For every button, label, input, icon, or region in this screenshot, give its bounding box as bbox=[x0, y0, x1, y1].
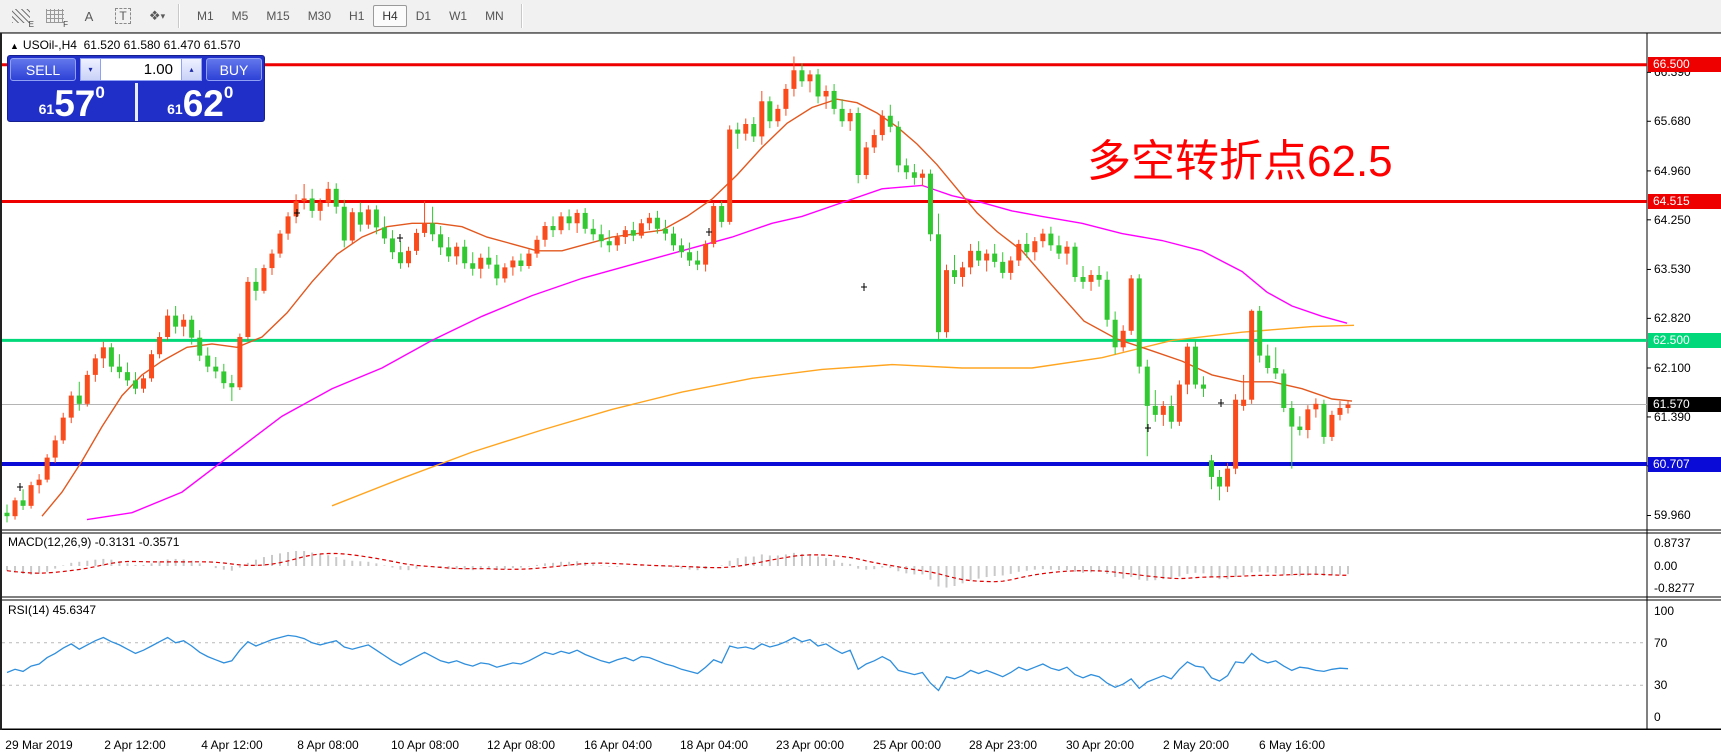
time-axis-label: 28 Apr 23:00 bbox=[968, 738, 1038, 752]
toolbar-separator bbox=[178, 4, 180, 28]
time-axis-label: 12 Apr 08:00 bbox=[486, 738, 556, 752]
price-tick-label: 62.100 bbox=[1654, 361, 1691, 375]
volume-decrease-button[interactable]: ▾ bbox=[80, 58, 101, 81]
current-price-badge: 61.570 bbox=[1648, 397, 1721, 413]
buy-button[interactable]: BUY bbox=[206, 58, 262, 81]
chart-canvas[interactable] bbox=[2, 33, 1721, 730]
grid-pattern-icon[interactable]: F bbox=[42, 5, 68, 29]
time-axis-label: 16 Apr 04:00 bbox=[583, 738, 653, 752]
time-axis-label: 6 May 16:00 bbox=[1258, 738, 1326, 752]
volume-input[interactable] bbox=[101, 58, 181, 81]
expert-hatch-icon[interactable]: E bbox=[8, 5, 34, 29]
price-tick-label: 64.960 bbox=[1654, 163, 1691, 178]
pattern-dropdown-icon[interactable]: ❖ ▾ bbox=[148, 8, 166, 23]
toolbar-separator bbox=[520, 4, 523, 28]
rsi-scale-label: 100 bbox=[1654, 604, 1675, 618]
price-tick-label: 62.820 bbox=[1654, 311, 1691, 326]
rsi-scale-label: 70 bbox=[1654, 635, 1668, 650]
rsi-line bbox=[6, 634, 1349, 692]
time-axis-label: 29 Mar 2019 bbox=[5, 738, 73, 752]
text-box-icon[interactable]: T bbox=[110, 5, 136, 27]
time-axis-label: 18 Apr 04:00 bbox=[679, 738, 749, 752]
macd-scale-label: 0.00 bbox=[1654, 559, 1678, 573]
price-tick-label: 65.680 bbox=[1654, 114, 1691, 129]
collapse-triangle-icon[interactable]: ▲ bbox=[10, 41, 19, 51]
timeframe-d1-button[interactable]: D1 bbox=[415, 9, 432, 23]
buy-price[interactable]: 61 62 0 bbox=[167, 83, 234, 124]
price-divider bbox=[134, 83, 138, 121]
macd-signal-line bbox=[6, 552, 1349, 583]
text-label-icon[interactable]: A bbox=[84, 8, 94, 24]
timeframe-h4-button[interactable]: H4 bbox=[373, 5, 407, 27]
timeframe-buttons: M1 M5 M15 M30 H1 H4 D1 W1 MN bbox=[188, 5, 513, 27]
price-tick-label: 59.960 bbox=[1654, 508, 1691, 523]
symbol-title: ▲ USOil-,H4 61.520 61.580 61.470 61.570 bbox=[10, 38, 241, 52]
time-axis-label: 2 Apr 12:00 bbox=[104, 738, 166, 752]
timeframe-h1-button[interactable]: H1 bbox=[349, 9, 365, 23]
time-axis-label: 30 Apr 20:00 bbox=[1065, 738, 1135, 752]
timeframe-mn-button[interactable]: MN bbox=[485, 9, 504, 23]
price-level-badge: 66.500 bbox=[1648, 57, 1721, 73]
timeframe-m5-button[interactable]: M5 bbox=[231, 9, 249, 23]
rsi-scale-label: 30 bbox=[1654, 678, 1668, 693]
candlesticks bbox=[4, 56, 1351, 523]
fast-ma-line bbox=[41, 98, 1353, 517]
chart-annotation: 多空转折点62.5 bbox=[1087, 137, 1393, 186]
time-axis-label: 8 Apr 08:00 bbox=[297, 738, 359, 752]
mid-ma-line bbox=[86, 184, 1348, 521]
macd-scale-label: -0.8277 bbox=[1654, 580, 1695, 595]
rsi-label: RSI(14) 45.6347 bbox=[8, 603, 97, 617]
rsi-scale-label: 0 bbox=[1654, 710, 1661, 724]
toolbar: E F A T ❖ ▾ M1 M5 M15 M30 H1 H4 D1 W1 MN bbox=[0, 0, 1721, 33]
price-tick-label: 61.390 bbox=[1654, 409, 1691, 424]
slow-ma-line bbox=[331, 324, 1355, 507]
volume-increase-button[interactable]: ▴ bbox=[181, 58, 202, 81]
time-axis-label: 4 Apr 12:00 bbox=[201, 738, 263, 752]
time-axis-label: 2 May 20:00 bbox=[1162, 738, 1230, 752]
price-tick-label: 63.530 bbox=[1654, 262, 1691, 277]
macd-label: MACD(12,26,9) -0.3131 -0.3571 bbox=[8, 535, 180, 549]
time-axis-label: 25 Apr 00:00 bbox=[872, 738, 942, 752]
price-level-badge: 64.515 bbox=[1648, 194, 1721, 210]
time-axis-label: 10 Apr 08:00 bbox=[390, 738, 460, 752]
sell-button[interactable]: SELL bbox=[10, 58, 76, 81]
macd-scale-label: 0.8737 bbox=[1654, 536, 1691, 551]
price-level-badge: 62.500 bbox=[1648, 332, 1721, 348]
price-tick-label: 64.250 bbox=[1654, 212, 1691, 227]
chart-region[interactable]: ▲ USOil-,H4 61.520 61.580 61.470 61.570 多… bbox=[0, 33, 1721, 752]
sell-price[interactable]: 61 57 0 bbox=[38, 83, 105, 124]
timeframe-m1-button[interactable]: M1 bbox=[197, 9, 214, 23]
timeframe-m30-button[interactable]: M30 bbox=[307, 9, 332, 23]
price-level-badge: 60.707 bbox=[1648, 456, 1721, 472]
time-axis-label: 23 Apr 00:00 bbox=[775, 738, 845, 752]
macd-histogram bbox=[6, 551, 1350, 588]
timeframe-w1-button[interactable]: W1 bbox=[449, 9, 468, 23]
timeframe-m15-button[interactable]: M15 bbox=[266, 9, 290, 23]
